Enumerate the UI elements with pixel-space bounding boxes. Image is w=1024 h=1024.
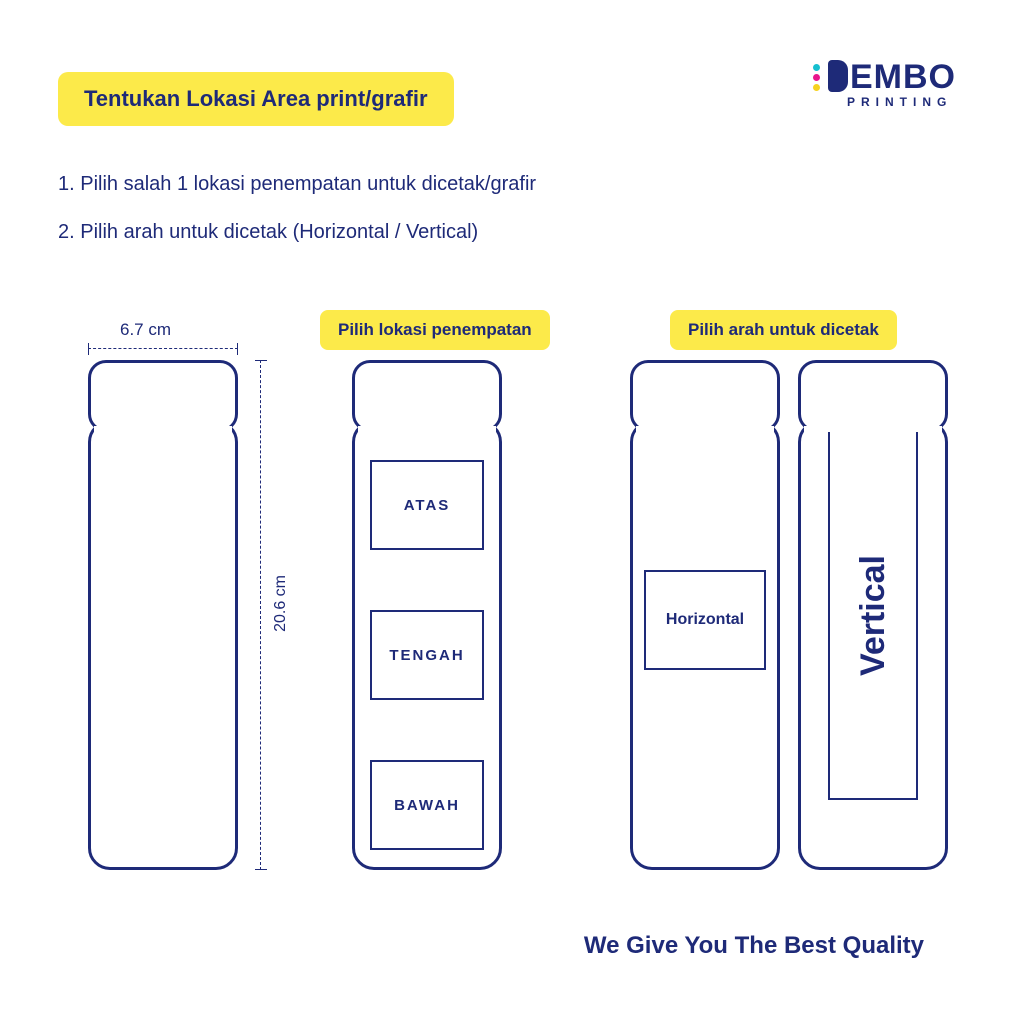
zone-middle: TENGAH <box>370 610 484 700</box>
bottle-placement: ATAS TENGAH BAWAH <box>352 360 502 870</box>
zone-top: ATAS <box>370 460 484 550</box>
dot-yellow-icon <box>813 84 820 91</box>
logo-dots-icon <box>813 64 820 91</box>
instruction-2: 2. Pilih arah untuk dicetak (Horizontal … <box>58 208 536 256</box>
bottle-horizontal: Horizontal <box>630 360 780 870</box>
orientation-horizontal-box: Horizontal <box>644 570 766 670</box>
dot-cyan-icon <box>813 64 820 71</box>
bottle-dimensions <box>88 360 238 870</box>
bottle-cap <box>352 360 502 432</box>
zone-bottom: BAWAH <box>370 760 484 850</box>
bottle-vertical: Vertical <box>798 360 948 870</box>
height-dimension-line <box>260 360 261 870</box>
logo-subtext: PRINTING <box>847 95 956 109</box>
placement-label-chip: Pilih lokasi penempatan <box>320 310 550 350</box>
bottle-cap <box>798 360 948 432</box>
instruction-1: 1. Pilih salah 1 lokasi penempatan untuk… <box>58 160 536 208</box>
instructions-list: 1. Pilih salah 1 lokasi penempatan untuk… <box>58 160 536 256</box>
footer-tagline: We Give You The Best Quality <box>584 932 924 960</box>
bottle-body <box>88 420 238 870</box>
diagram-stage: 6.7 cm 20.6 cm Pilih lokasi penempatan A… <box>50 310 974 904</box>
orientation-vertical-label: Vertical <box>854 555 893 676</box>
width-dimension-label: 6.7 cm <box>120 320 171 340</box>
logo-word: EMBO <box>828 58 956 97</box>
bottle-cap <box>630 360 780 432</box>
direction-label-chip: Pilih arah untuk dicetak <box>670 310 897 350</box>
height-dimension-label: 20.6 cm <box>272 575 290 632</box>
width-dimension-line <box>88 348 238 349</box>
orientation-vertical-box: Vertical <box>828 430 918 800</box>
logo-r-icon <box>828 60 848 92</box>
page-title-chip: Tentukan Lokasi Area print/grafir <box>58 72 454 126</box>
brand-logo: EMBO PRINTING <box>813 58 956 109</box>
dot-magenta-icon <box>813 74 820 81</box>
bottle-cap <box>88 360 238 432</box>
